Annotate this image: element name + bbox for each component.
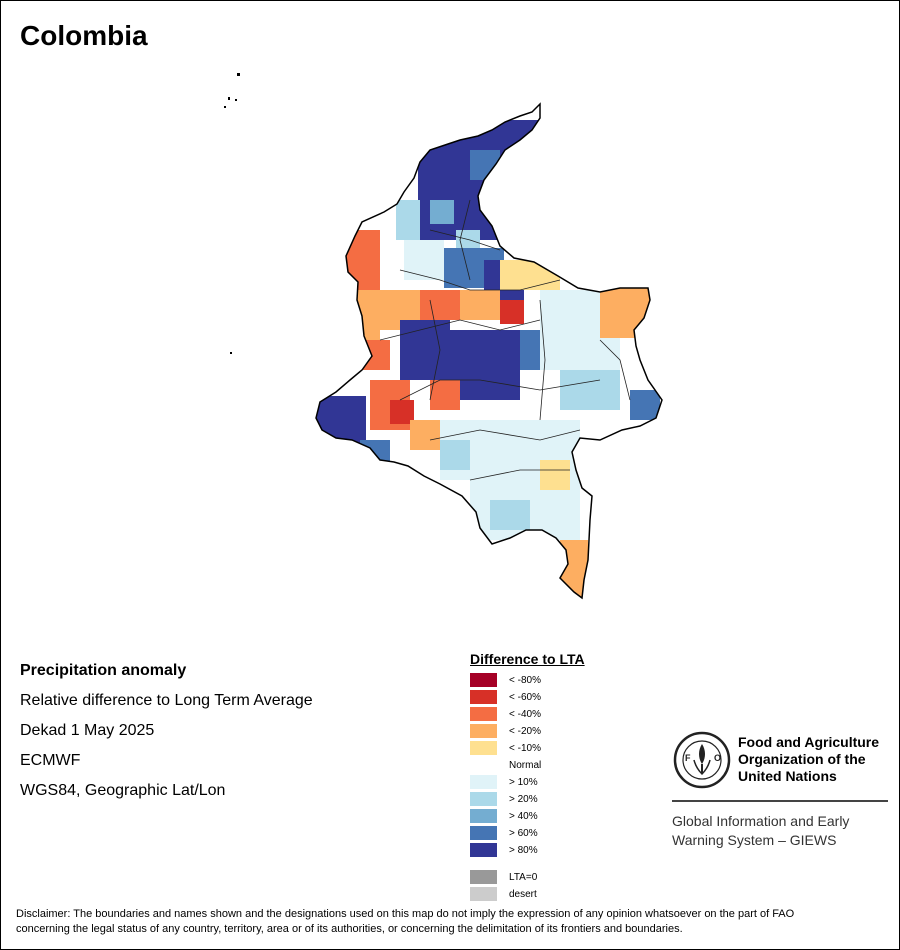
disclaimer-line: Disclaimer: The boundaries and names sho… bbox=[16, 908, 795, 920]
legend-swatch bbox=[470, 887, 497, 901]
legend-item: > 20% bbox=[470, 792, 538, 806]
info-line: Relative difference to Long Term Average bbox=[20, 692, 313, 709]
anomaly-grid bbox=[316, 104, 662, 598]
legend-label: > 10% bbox=[509, 776, 538, 788]
country-border bbox=[315, 102, 663, 600]
legend-swatch bbox=[470, 809, 497, 823]
giews-line: Warning System – GIEWS bbox=[672, 832, 837, 848]
svg-text:O: O bbox=[714, 753, 721, 763]
legend-title: Difference to LTA bbox=[470, 651, 585, 667]
legend-label: < -10% bbox=[509, 742, 541, 754]
legend-swatch bbox=[470, 724, 497, 738]
legend-label: desert bbox=[509, 888, 537, 900]
legend-label: > 60% bbox=[509, 827, 538, 839]
department-boundaries bbox=[379, 199, 631, 481]
legend-swatch bbox=[470, 707, 497, 721]
legend-label: < -40% bbox=[509, 708, 541, 720]
map-info: Precipitation anomaly Relative differenc… bbox=[20, 656, 313, 806]
legend-swatch bbox=[470, 741, 497, 755]
legend-item: < -40% bbox=[470, 707, 541, 721]
org-name-line: Organization of the bbox=[738, 751, 866, 767]
legend-swatch bbox=[470, 775, 497, 789]
legend-label: > 80% bbox=[509, 844, 538, 856]
legend-item: desert bbox=[470, 887, 537, 901]
legend-item: < -20% bbox=[470, 724, 541, 738]
svg-text:F: F bbox=[685, 753, 691, 763]
disclaimer-line: concerning the legal status of any count… bbox=[16, 923, 683, 935]
info-line: Dekad 1 May 2025 bbox=[20, 722, 155, 739]
legend-label: > 20% bbox=[509, 793, 538, 805]
legend-label: Normal bbox=[509, 759, 542, 771]
info-line: ECMWF bbox=[20, 752, 81, 769]
legend-item: LTA=0 bbox=[470, 870, 537, 884]
giews-label: Global Information and Early Warning Sys… bbox=[672, 812, 888, 850]
fao-logo-icon: F O bbox=[673, 731, 731, 789]
legend-swatch bbox=[470, 843, 497, 857]
island-markers bbox=[224, 73, 240, 354]
legend-swatch bbox=[470, 826, 497, 840]
legend-item: > 80% bbox=[470, 843, 538, 857]
legend-label: < -60% bbox=[509, 691, 541, 703]
legend: Difference to LTA < -80% < -60% < -40% < -2… bbox=[470, 651, 650, 901]
legend-label: > 40% bbox=[509, 810, 538, 822]
divider bbox=[672, 800, 888, 802]
legend-label: < -20% bbox=[509, 725, 541, 737]
org-name-line: United Nations bbox=[738, 768, 837, 784]
legend-item: < -60% bbox=[470, 690, 541, 704]
legend-item: > 40% bbox=[470, 809, 538, 823]
info-heading: Precipitation anomaly bbox=[20, 662, 187, 679]
legend-item: > 10% bbox=[470, 775, 538, 789]
legend-item: Normal bbox=[470, 758, 541, 772]
info-line: WGS84, Geographic Lat/Lon bbox=[20, 782, 226, 799]
map-title: Colombia bbox=[20, 20, 148, 51]
legend-swatch bbox=[470, 792, 497, 806]
legend-item: > 60% bbox=[470, 826, 538, 840]
legend-label: < -80% bbox=[509, 674, 541, 686]
precipitation-map bbox=[0, 60, 900, 620]
org-name-line: Food and Agriculture bbox=[738, 734, 880, 750]
legend-swatch bbox=[470, 673, 497, 687]
disclaimer: Disclaimer: The boundaries and names sho… bbox=[16, 907, 886, 937]
giews-line: Global Information and Early bbox=[672, 813, 850, 829]
legend-swatch bbox=[470, 690, 497, 704]
legend-label: LTA=0 bbox=[509, 871, 538, 883]
legend-swatch bbox=[470, 758, 497, 772]
organization-name: Food and Agriculture Organization of the… bbox=[738, 734, 898, 785]
legend-item: < -10% bbox=[470, 741, 541, 755]
legend-item: < -80% bbox=[470, 673, 541, 687]
legend-swatch bbox=[470, 870, 497, 884]
